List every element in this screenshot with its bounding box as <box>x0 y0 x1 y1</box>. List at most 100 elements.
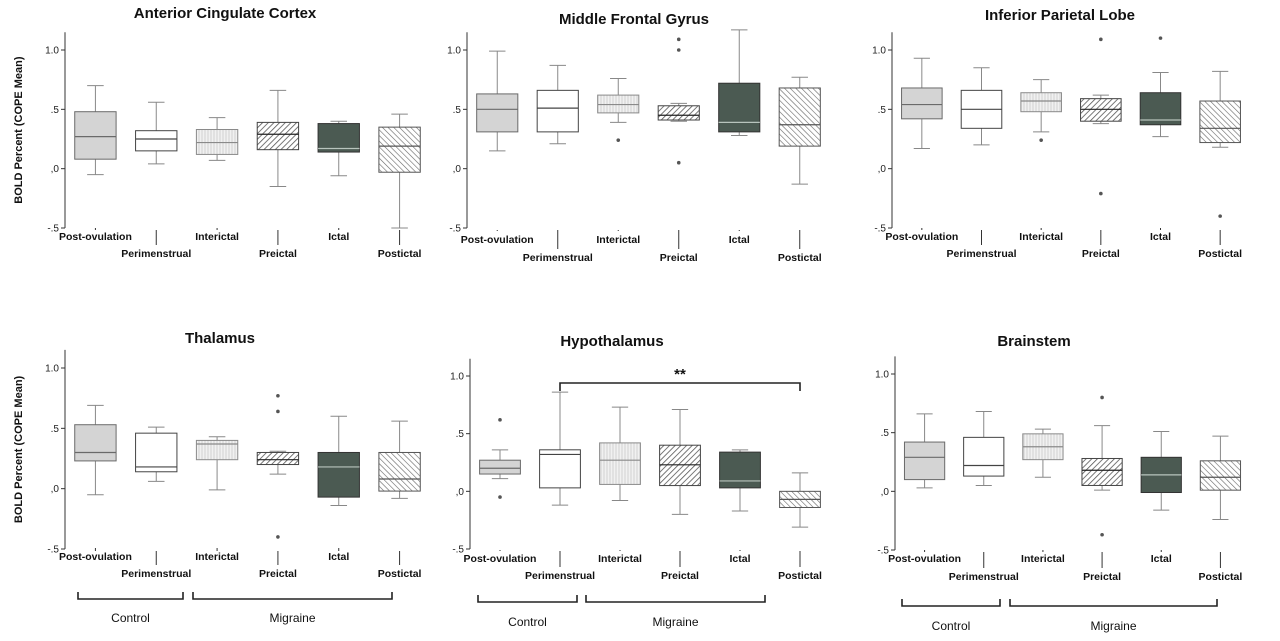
category-label: Interictal <box>596 234 640 246</box>
outlier-point <box>676 48 681 52</box>
category-label: Postictal <box>778 252 822 264</box>
category-label: Postictal <box>378 568 422 580</box>
outlier-point <box>676 160 681 165</box>
box-postictal <box>779 472 821 528</box>
category-label: Post-ovulation <box>885 231 958 243</box>
box-iqr <box>74 111 117 160</box>
box-iqr <box>1081 457 1123 486</box>
box-iqr <box>1199 100 1241 144</box>
box-preictal <box>657 37 700 165</box>
category-label: Post-ovulation <box>464 553 537 565</box>
category-label: Preictal <box>661 570 699 582</box>
box-preictal <box>1081 395 1123 537</box>
outlier-point <box>276 535 280 539</box>
panel-4: Thalamus -.5 ,0 .5 1.0 BOLD Percent (COPE Mea… <box>13 330 422 580</box>
category-label: Ictal <box>1150 231 1171 243</box>
outlier-point <box>276 409 280 414</box>
panel-6: Brainstem -.5 ,0 .5 1.0 Post-ovulation Perimen… <box>875 333 1242 583</box>
box-iqr <box>135 432 178 473</box>
category-label: Preictal <box>1083 571 1121 583</box>
box-iqr <box>378 126 421 173</box>
box-iqr <box>901 87 943 120</box>
y-axis-title: BOLD Percent (COPE Mean) <box>13 375 25 523</box>
box-iqr <box>476 93 519 133</box>
outlier-point <box>1158 36 1163 40</box>
migraine-group-label: Migraine <box>652 615 698 629</box>
box-ictal <box>317 415 360 507</box>
panel-1: Anterior Cingulate Cortex -.5 ,0 .5 1.0 BOLD … <box>13 5 422 260</box>
category-label: Postictal <box>1199 571 1243 583</box>
y-tick-label: .5 <box>51 105 60 116</box>
box-post-ovulation <box>903 413 946 489</box>
outlier-point <box>676 37 681 42</box>
y-tick-label: .5 <box>878 105 887 116</box>
migraine-group-label: Migraine <box>1090 619 1136 633</box>
panel-title: Hypothalamus <box>560 333 663 350</box>
category-label: Ictal <box>328 551 349 563</box>
box-postictal <box>1199 435 1242 520</box>
box-iqr <box>719 451 761 489</box>
category-label: Postictal <box>778 570 822 582</box>
category-label: Perimenstrual <box>946 248 1016 260</box>
migraine-group-label: Migraine <box>269 611 315 625</box>
panel-title: Middle Frontal Gyrus <box>559 11 709 28</box>
y-tick-label: .5 <box>456 429 465 440</box>
migraine-bracket <box>192 592 393 600</box>
category-label: Interictal <box>1021 553 1065 565</box>
category-label: Ictal <box>729 553 750 565</box>
category-label: Ictal <box>729 234 750 246</box>
migraine-bracket <box>585 595 766 603</box>
box-post-ovulation <box>74 85 117 176</box>
box-interictal <box>195 436 239 491</box>
y-tick-label: -.5 <box>452 545 464 556</box>
box-iqr <box>599 442 641 485</box>
category-label: Perimenstrual <box>949 571 1019 583</box>
box-iqr <box>378 451 421 492</box>
category-label: Preictal <box>259 568 297 580</box>
bracket-line <box>559 382 801 391</box>
category-label: Preictal <box>660 252 698 264</box>
outlier-point <box>1100 395 1104 400</box>
box-post-ovulation <box>74 404 117 496</box>
box-iqr <box>903 441 946 481</box>
y-tick-label: -.5 <box>874 224 886 235</box>
box-perimenstrual <box>135 426 178 482</box>
category-label: Interictal <box>1019 231 1063 243</box>
box-postictal <box>778 76 821 185</box>
box-iqr <box>195 439 239 461</box>
box-post-ovulation <box>479 418 521 499</box>
outlier-point <box>1099 37 1103 42</box>
category-label: Perimenstrual <box>523 252 593 264</box>
y-tick-label: 1.0 <box>875 370 889 381</box>
panel-2: Middle Frontal Gyrus -.5 ,0 .5 1.0 Post-ovula… <box>447 11 822 264</box>
outlier-point <box>498 418 502 422</box>
box-preictal <box>256 89 300 187</box>
box-interictal <box>195 117 239 161</box>
box-preictal <box>1080 37 1122 196</box>
panel-title: Inferior Parietal Lobe <box>985 7 1135 24</box>
control-group-label: Control <box>508 615 547 629</box>
group-brackets: Control Migraine Control Migraine Control Mig… <box>77 592 1218 633</box>
box-iqr <box>317 123 360 153</box>
y-tick-label: 1.0 <box>872 46 886 57</box>
y-tick-label: ,0 <box>51 164 60 175</box>
category-label: Postictal <box>378 248 422 260</box>
category-label: Perimenstrual <box>525 570 595 582</box>
y-tick-label: ,0 <box>51 484 60 495</box>
box-ictal <box>1139 36 1182 138</box>
y-tick-label: -.5 <box>877 546 889 557</box>
box-iqr <box>718 82 761 133</box>
category-label: Post-ovulation <box>461 234 534 246</box>
box-iqr <box>256 121 300 151</box>
y-tick-label: ,0 <box>453 164 462 175</box>
box-interictal <box>1020 79 1062 142</box>
y-tick-label: ,0 <box>881 487 890 498</box>
control-group-label: Control <box>111 611 150 625</box>
category-label: Interictal <box>598 553 642 565</box>
group-bracket-set-2: Control Migraine <box>477 595 766 629</box>
control-group-label: Control <box>932 619 971 633</box>
outlier-point <box>616 138 621 142</box>
category-label: Post-ovulation <box>59 231 132 243</box>
box-post-ovulation <box>476 50 519 152</box>
